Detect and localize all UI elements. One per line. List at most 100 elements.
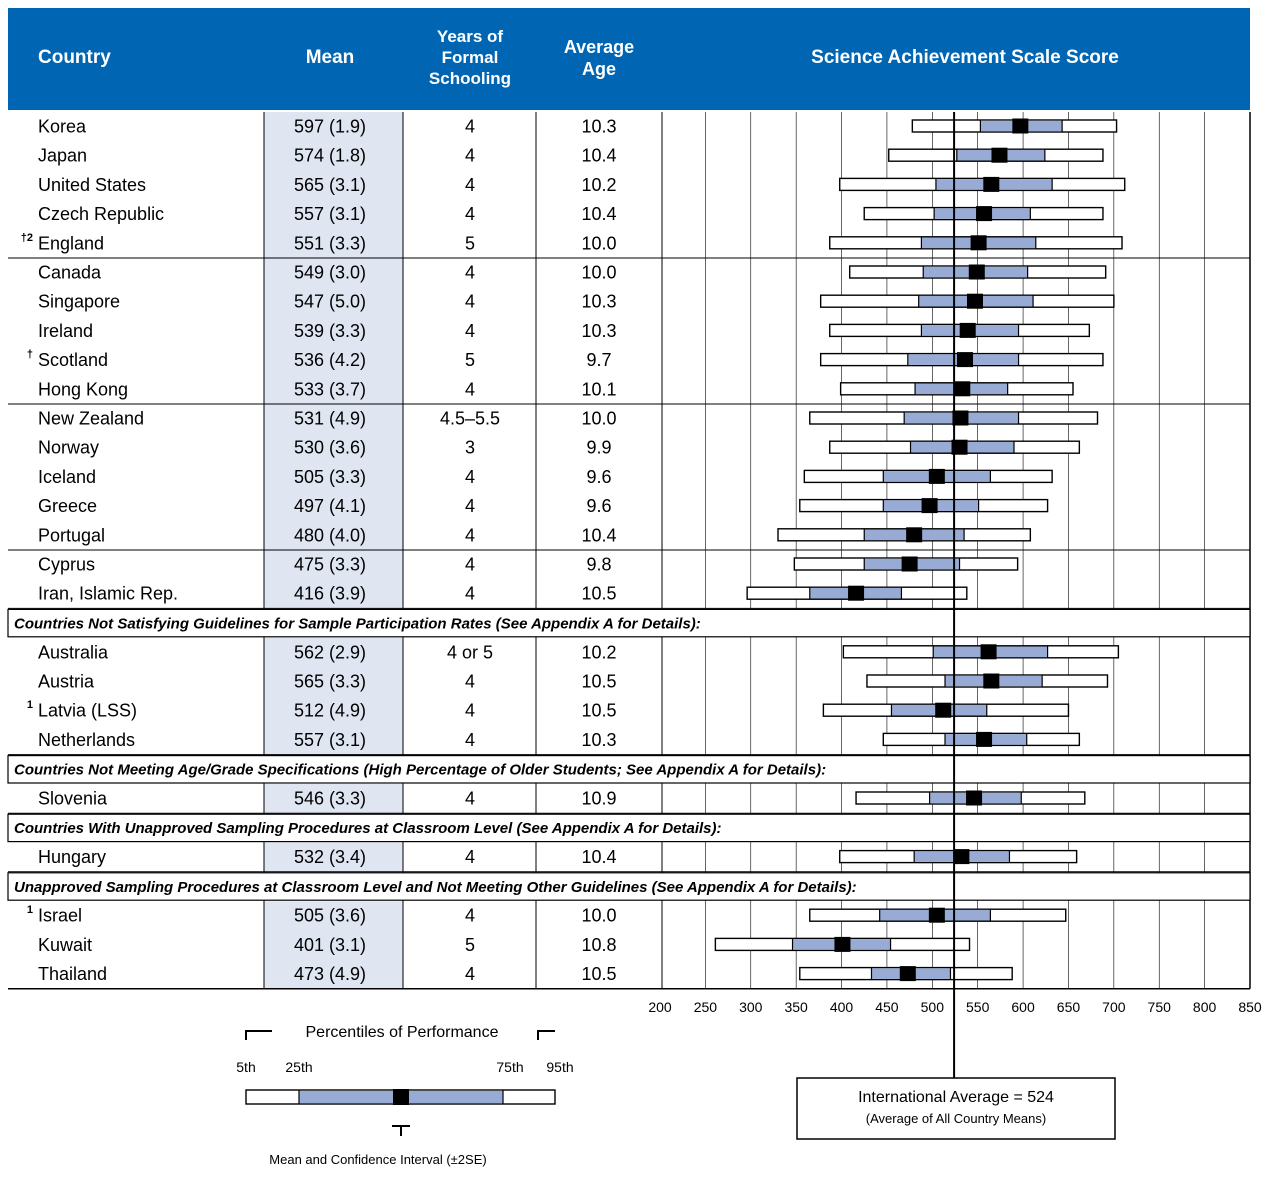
table-row: Thailand 473 (4.9) 4 10.5 [38, 964, 1013, 984]
age-value: 10.3 [581, 117, 616, 137]
international-average-box [796, 1077, 1116, 1140]
years-value: 4 [465, 467, 475, 487]
country-name: Cyprus [38, 555, 95, 575]
section-caption: Countries Not Meeting Age/Grade Specific… [14, 762, 826, 779]
country-name: Kuwait [38, 935, 92, 955]
country-name: United States [38, 175, 146, 195]
mean-value: 565 (3.1) [294, 175, 366, 195]
legend-title: Percentiles of Performance [306, 1024, 499, 1041]
mean-ci-marker [951, 439, 968, 455]
table-row: Singapore 547 (5.0) 4 10.3 [38, 292, 1115, 312]
age-value: 9.6 [586, 467, 611, 487]
years-value: 4 or 5 [447, 642, 493, 662]
table-row: Portugal 480 (4.0) 4 10.4 [38, 525, 1032, 545]
years-value: 5 [465, 350, 475, 370]
age-value: 10.3 [581, 730, 616, 750]
mean-ci-marker [956, 352, 973, 368]
table-row: Australia 562 (2.9) 4 or 5 10.2 [38, 642, 1120, 662]
mean-ci-marker [954, 381, 971, 397]
age-value: 10.0 [581, 233, 616, 253]
country-name: Portugal [38, 525, 105, 545]
mean-ci-marker [983, 673, 1000, 689]
years-value: 4 [465, 847, 475, 867]
years-value: 4 [465, 525, 475, 545]
years-value: 4.5–5.5 [440, 409, 500, 429]
table-row: Greece 497 (4.1) 4 9.6 [38, 496, 1049, 516]
table-row: Ireland 539 (3.3) 4 10.3 [38, 321, 1091, 341]
legend-bracket-right [537, 1030, 555, 1040]
table-row: Japan 574 (1.8) 4 10.4 [38, 146, 1104, 166]
country-name: Singapore [38, 292, 120, 312]
country-name: Greece [38, 496, 97, 516]
header-band [8, 8, 1250, 110]
country-name: New Zealand [38, 409, 144, 429]
country-name: Norway [38, 438, 99, 458]
age-value: 10.3 [581, 292, 616, 312]
age-value: 9.7 [586, 350, 611, 370]
section-caption-box [7, 872, 1251, 901]
table-row: Austria 565 (3.3) 4 10.5 [38, 672, 1109, 692]
mean-ci-marker [976, 731, 993, 747]
mean-ci-marker [952, 410, 969, 426]
mean-ci-marker [976, 206, 993, 222]
table-row: Cyprus 475 (3.3) 4 9.8 [38, 555, 1019, 575]
mean-value: 401 (3.1) [294, 935, 366, 955]
mean-ci-marker [991, 147, 1008, 163]
table-row: Kuwait 401 (3.1) 5 10.8 [38, 935, 971, 955]
age-value: 10.4 [581, 525, 616, 545]
header-years-line2: Formal [442, 48, 499, 67]
mean-ci-marker [921, 498, 938, 514]
mean-value: 551 (3.3) [294, 233, 366, 253]
mean-value: 574 (1.8) [294, 146, 366, 166]
country-name: Czech Republic [38, 204, 164, 224]
years-value: 4 [465, 789, 475, 809]
years-value: 4 [465, 263, 475, 283]
mean-value: 531 (4.9) [294, 409, 366, 429]
age-value: 10.8 [581, 935, 616, 955]
x-tick-label: 300 [739, 999, 763, 1015]
mean-ci-marker [970, 235, 987, 251]
legend-percentile-label: 75th [496, 1059, 523, 1075]
country-name: Hungary [38, 847, 106, 867]
x-tick-label: 350 [784, 999, 808, 1015]
country-name: Ireland [38, 321, 93, 341]
country-name: Korea [38, 117, 87, 137]
mean-value: 539 (3.3) [294, 321, 366, 341]
age-value: 10.0 [581, 906, 616, 926]
mean-value: 533 (3.7) [294, 379, 366, 399]
age-value: 10.1 [581, 379, 616, 399]
country-name: Iceland [38, 467, 96, 487]
mean-ci-marker [959, 322, 976, 338]
header-years-line1: Years of [437, 27, 503, 46]
mean-ci-marker [834, 936, 851, 952]
x-tick-label: 250 [694, 999, 718, 1015]
age-value: 9.6 [586, 496, 611, 516]
mean-value: 546 (3.3) [294, 789, 366, 809]
table-row: United States 565 (3.1) 4 10.2 [38, 175, 1126, 195]
section-caption-box [7, 754, 1251, 784]
header-mean: Mean [306, 47, 355, 68]
country-name: Israel [38, 906, 82, 926]
header-age-line1: Average [564, 37, 634, 57]
age-value: 10.5 [581, 964, 616, 984]
years-value: 4 [465, 321, 475, 341]
x-tick-label: 450 [875, 999, 899, 1015]
header-years-line3: Schooling [429, 69, 511, 88]
mean-value: 530 (3.6) [294, 438, 366, 458]
footer-layer: 200 250 300 350 400 450 500 550 600 650 700 750 800 8… [236, 112, 1262, 1167]
mean-ci-marker [935, 702, 952, 718]
years-value: 4 [465, 292, 475, 312]
years-value: 4 [465, 175, 475, 195]
table-row: Israel 1 505 (3.6) 4 10.0 [27, 904, 1067, 926]
background-layer: Countries Not Satisfying Guidelines for … [7, 112, 1251, 990]
age-value: 10.4 [581, 204, 616, 224]
years-value: 3 [465, 438, 475, 458]
country-name: Japan [38, 146, 87, 166]
x-tick-label: 600 [1011, 999, 1035, 1015]
country-name: Canada [38, 263, 102, 283]
mean-ci-marker [966, 293, 983, 309]
age-value: 10.2 [581, 175, 616, 195]
x-tick-label: 700 [1102, 999, 1126, 1015]
